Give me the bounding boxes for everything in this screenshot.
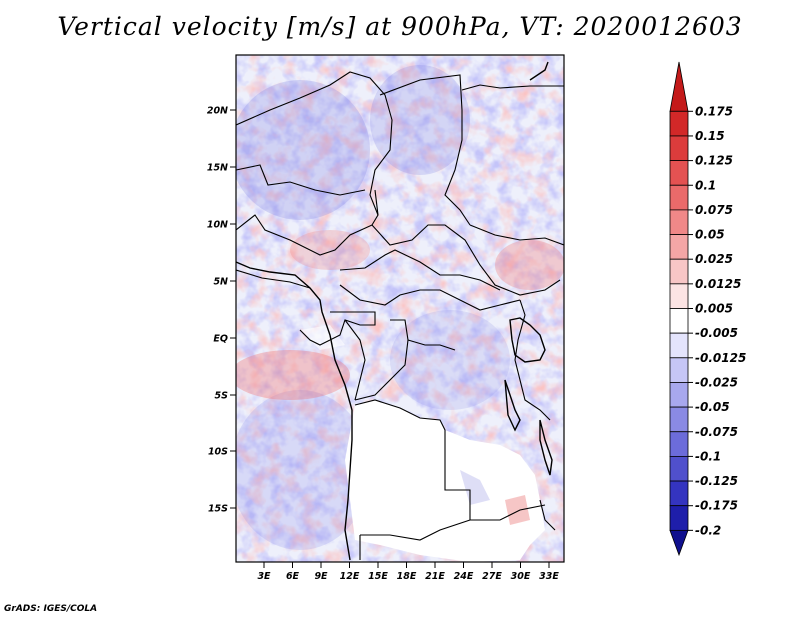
lat-label: 20N (207, 106, 228, 117)
colorbar-swatch (669, 505, 689, 531)
colorbar-label: -0.005 (695, 326, 738, 340)
lon-label: 3E (257, 571, 271, 582)
colorbar-label: -0.175 (695, 499, 738, 513)
colorbar-label: -0.125 (695, 474, 738, 488)
colorbar-swatch (669, 234, 689, 260)
colorbar-swatch (669, 455, 689, 482)
lat-label: 15S (208, 504, 228, 515)
longitude-axis: 3E 6E 9E 12E 15E 18E 21E 24E 27E 30E 33E (257, 562, 559, 582)
colorbar-swatch (669, 382, 689, 408)
colorbar-label: 0.075 (695, 203, 733, 217)
colorbar-label: 0.005 (695, 302, 733, 316)
colorbar-swatch (669, 258, 689, 285)
lon-label: 6E (286, 571, 300, 582)
lon-label: 24E (454, 571, 474, 582)
coastlines (236, 61, 553, 561)
lon-label: 33E (539, 571, 559, 582)
colorbar-swatch (669, 357, 689, 383)
colorbar-swatch (669, 283, 689, 309)
colorbar-label: 0.15 (695, 129, 725, 143)
lat-label: EQ (213, 334, 228, 345)
colorbar-label: -0.0125 (695, 351, 746, 365)
colorbar-swatch (669, 209, 689, 235)
velocity-field (236, 55, 564, 562)
lon-label: 18E (397, 571, 417, 582)
lon-label: 15E (368, 571, 388, 582)
colorbar-swatch (669, 308, 689, 334)
colorbar-label: -0.05 (695, 400, 730, 414)
lat-label: 5N (213, 277, 228, 288)
colorbar-label: 0.025 (695, 252, 733, 266)
colorbar-swatch (669, 160, 689, 186)
colorbar-swatch (669, 406, 689, 433)
colorbar-swatch (669, 184, 689, 211)
colorbar-label: 0.0125 (695, 277, 741, 291)
lon-label: 9E (314, 571, 328, 582)
lat-label: 10S (208, 447, 228, 458)
colorbar-swatch (669, 480, 689, 507)
lon-label: 12E (340, 571, 360, 582)
grads-credit: GrADS: IGES/COLA (4, 604, 98, 614)
colorbar-swatch (669, 529, 689, 557)
latitude-axis: 20N 15N 10N 5N EQ 5S 10S 15S (207, 106, 236, 515)
colorbar-swatch (669, 332, 689, 359)
colorbar-swatch (669, 61, 689, 112)
colorbar-swatch (669, 431, 689, 457)
lon-label: 21E (425, 571, 445, 582)
map-frame (235, 54, 565, 563)
lat-label: 15N (207, 163, 228, 174)
chart-title: Vertical velocity [m/s] at 900hPa, VT: 2… (57, 12, 743, 41)
colorbar-label: 0.1 (695, 178, 716, 192)
colorbar-label: -0.1 (695, 449, 721, 463)
lon-label: 30E (511, 571, 531, 582)
colorbar: 0.175 0.15 0.125 0.1 0.075 0.05 0.025 0.0125 0.0… (669, 61, 746, 557)
country-borders (236, 71, 564, 560)
colorbar-label: 0.05 (695, 228, 725, 242)
lat-label: 5S (215, 391, 229, 402)
colorbar-label: -0.025 (695, 375, 738, 389)
colorbar-label: -0.075 (695, 425, 738, 439)
lat-label: 10N (207, 220, 228, 231)
colorbar-label: 0.175 (695, 104, 733, 118)
colorbar-swatch (669, 135, 689, 161)
lon-label: 27E (482, 571, 502, 582)
colorbar-label: 0.125 (695, 154, 733, 168)
colorbar-swatch (669, 110, 689, 137)
colorbar-label: -0.2 (695, 523, 721, 537)
